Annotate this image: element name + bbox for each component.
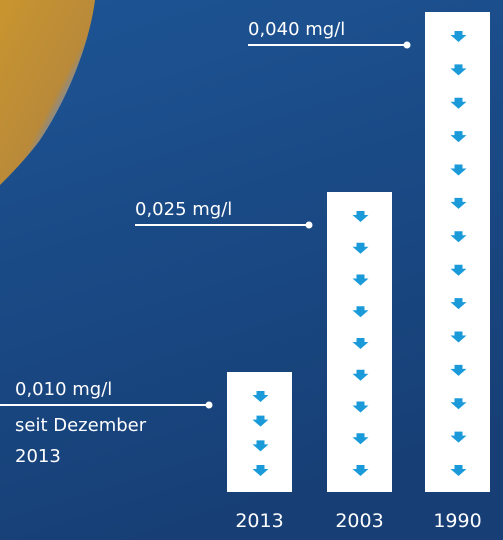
page: {"chart_data": {"type": "bar", "categori… — [0, 0, 503, 540]
value-label: 0,040 mg/l — [248, 19, 345, 40]
annotation: 2013 — [15, 446, 61, 467]
leader-dot — [306, 222, 313, 229]
value-label: 0,025 mg/l — [135, 199, 232, 220]
x-tick-label: 1990 — [433, 510, 481, 532]
bar — [425, 12, 490, 492]
leader-dot — [206, 402, 213, 409]
value-label: 0,010 mg/l — [15, 379, 112, 400]
chart: seit Dezember 2013 0,010 mg/l 2013 0,025 m… — [0, 0, 503, 540]
leader-dot — [404, 42, 411, 49]
x-tick-label: 2003 — [335, 510, 383, 532]
x-tick-label: 2013 — [235, 510, 283, 532]
annotation: seit Dezember — [15, 415, 147, 436]
